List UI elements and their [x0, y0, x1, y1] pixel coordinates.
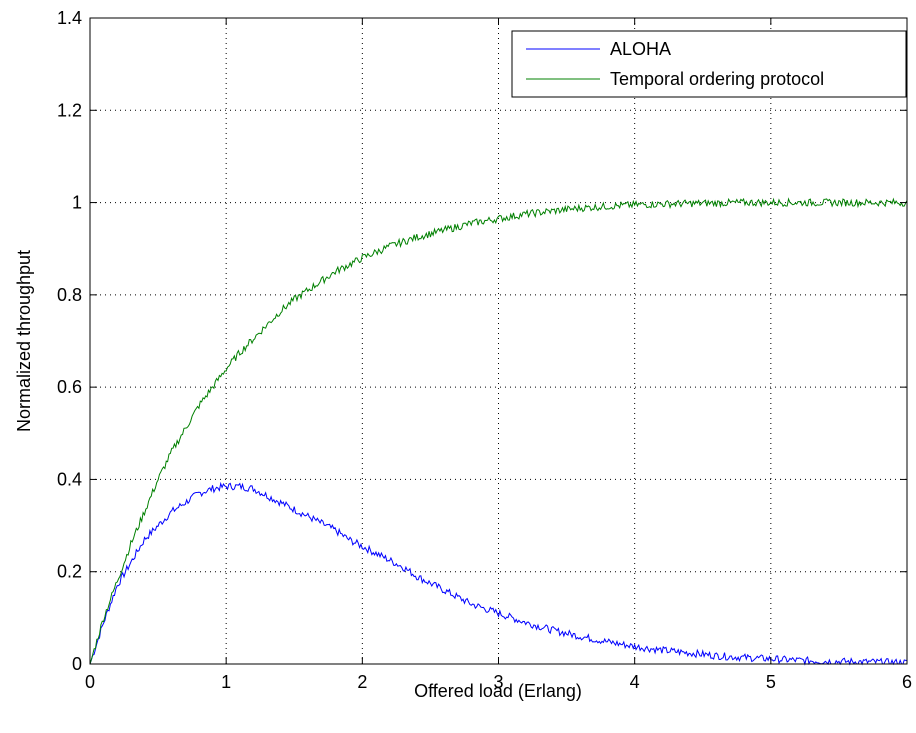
x-tick-label: 0 [85, 672, 95, 692]
x-tick-label: 5 [766, 672, 776, 692]
x-tick-label: 2 [357, 672, 367, 692]
x-tick-label: 3 [493, 672, 503, 692]
y-tick-label: 0.6 [57, 377, 82, 397]
legend-box [511, 30, 907, 98]
y-tick-label: 0 [72, 654, 82, 674]
axis-ticks: 0 1 2 3 4 5 6 0 0.2 0.4 0.6 0.8 1 1.2 1.4 [57, 8, 912, 692]
y-tick-label: 1 [72, 193, 82, 213]
y-tick-label: 0.4 [57, 469, 82, 489]
y-tick-label: 0.8 [57, 285, 82, 305]
legend: ALOHA Temporal ordering protocol [511, 30, 907, 98]
y-tick-label: 1.4 [57, 8, 82, 28]
x-axis-label: Offered load (Erlang) [414, 681, 582, 701]
y-tick-label: 0.2 [57, 562, 82, 582]
legend-entry-label: ALOHA [610, 39, 671, 59]
x-tick-label: 6 [902, 672, 912, 692]
y-axis-label: Normalized throughput [14, 250, 34, 432]
x-tick-label: 1 [221, 672, 231, 692]
legend-entry-label: Temporal ordering protocol [610, 69, 824, 89]
y-tick-label: 1.2 [57, 100, 82, 120]
series-line-temporal-ordering-protocol [89, 197, 908, 665]
plot-area [90, 18, 907, 664]
x-tick-label: 4 [630, 672, 640, 692]
